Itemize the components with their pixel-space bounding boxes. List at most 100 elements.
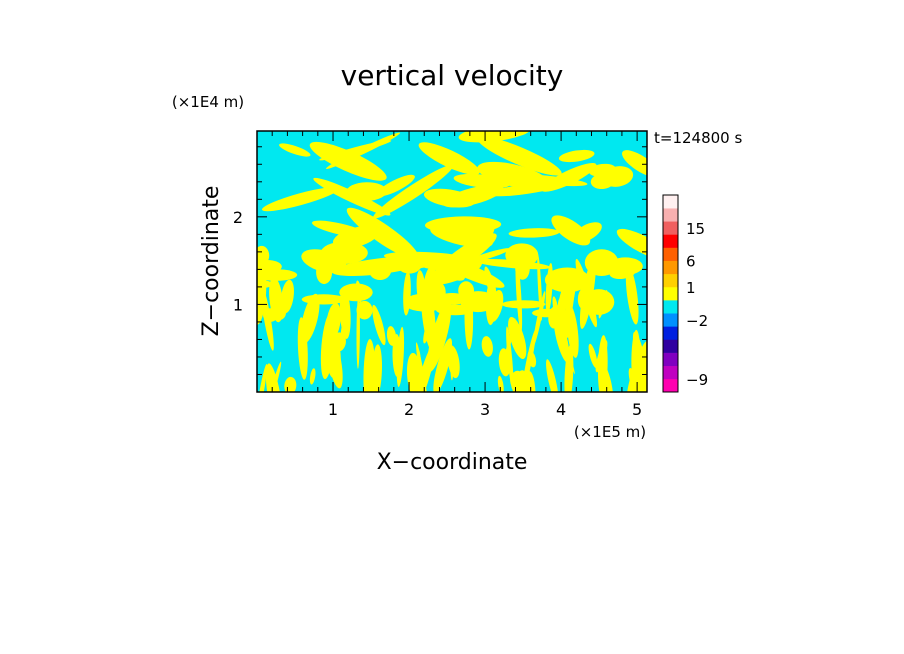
- updraft-plume: [546, 359, 559, 392]
- updraft-plume: [632, 331, 647, 377]
- updraft-blob: [508, 228, 560, 238]
- updraft-blob: [622, 150, 647, 178]
- x-tick-label: 2: [404, 400, 414, 419]
- colorbar-swatch: [663, 352, 678, 367]
- colorbar-swatch: [663, 286, 678, 301]
- colorbar-label: −9: [686, 371, 708, 389]
- updraft-lump: [257, 245, 270, 266]
- updraft-blob: [313, 177, 391, 216]
- updraft-plume: [498, 348, 511, 377]
- updraft-plume: [588, 343, 598, 369]
- updraft-blob: [309, 141, 387, 181]
- colorbar-swatch: [663, 260, 678, 275]
- updraft-blob: [558, 149, 595, 163]
- updraft-blob: [453, 173, 511, 189]
- updraft-blob: [616, 228, 647, 261]
- updraft-lump: [301, 294, 346, 305]
- y-tick-label: 1: [233, 295, 243, 314]
- x-tick-label: 4: [556, 400, 566, 419]
- updraft-plume: [625, 266, 639, 325]
- updraft-plume: [433, 338, 453, 392]
- updraft-plume: [566, 304, 579, 358]
- colorbar-swatch: [663, 365, 678, 380]
- updraft-plume: [416, 342, 429, 392]
- updraft-blob: [465, 248, 511, 264]
- x-tick-label: 3: [480, 400, 490, 419]
- updraft-lump: [368, 260, 392, 280]
- updraft-lump: [356, 300, 373, 320]
- y-tick-label: 2: [233, 208, 243, 227]
- colorbar-swatch: [663, 221, 678, 235]
- updraft-blob: [423, 188, 476, 208]
- colorbar-swatch: [663, 208, 678, 222]
- colorbar-swatch: [663, 234, 678, 248]
- updraft-plume: [527, 350, 537, 368]
- updraft-lump: [501, 300, 546, 309]
- y-axis-label: Z−coordinate: [199, 186, 224, 337]
- updraft-blob: [458, 131, 531, 143]
- updraft-plume: [372, 304, 386, 346]
- updraft-lump: [544, 267, 590, 293]
- colorbar-frame: [662, 194, 679, 393]
- colorbar: −9 −2 1 6 15: [662, 194, 708, 393]
- updraft-plume: [331, 332, 346, 352]
- updraft-blob: [261, 187, 339, 212]
- updraft-lump: [459, 254, 472, 265]
- updraft-lump: [396, 251, 423, 274]
- updraft-blob: [588, 163, 616, 177]
- updraft-plume: [557, 298, 566, 338]
- x-tick-label: 5: [632, 400, 642, 419]
- updraft-lump: [583, 289, 615, 315]
- updraft-blob: [551, 215, 591, 246]
- colorbar-swatch: [663, 273, 678, 288]
- x-axis-unit: (×1E5 m): [574, 423, 646, 441]
- updraft-plume: [597, 335, 608, 392]
- chart-title: vertical velocity: [341, 59, 564, 92]
- updraft-plume: [497, 375, 504, 392]
- x-axis-ticks: 1 2 3 4 5: [271, 131, 642, 419]
- updraft-lump: [505, 243, 539, 267]
- positive-velocity-regions: [257, 131, 647, 392]
- updraft-plume: [326, 302, 341, 340]
- x-axis-label: X−coordinate: [377, 450, 528, 475]
- updraft-plume: [300, 293, 320, 344]
- colorbar-swatch: [663, 195, 678, 209]
- colorbar-label: −2: [686, 312, 708, 330]
- x-tick-label: 1: [328, 400, 338, 419]
- colorbar-swatch: [663, 378, 678, 393]
- updraft-plume: [369, 347, 378, 392]
- updraft-lump: [403, 293, 447, 312]
- updraft-lump: [460, 291, 497, 313]
- updraft-lump: [257, 269, 298, 281]
- updraft-plume: [423, 313, 434, 344]
- updraft-lump: [584, 249, 619, 276]
- updraft-blob: [541, 163, 597, 192]
- updraft-blob: [430, 225, 493, 248]
- updraft-plume: [566, 288, 576, 317]
- updraft-lump: [316, 260, 333, 285]
- updraft-blob: [418, 142, 480, 175]
- plot-frame: [256, 130, 648, 393]
- y-axis-unit: (×1E4 m): [172, 93, 244, 111]
- colorbar-swatch: [663, 247, 678, 261]
- updraft-lump: [422, 261, 461, 270]
- updraft-plume: [427, 300, 452, 373]
- y-axis-ticks: 12: [233, 146, 647, 375]
- updraft-plume: [481, 336, 493, 357]
- updraft-plume: [309, 368, 316, 385]
- updraft-blob: [373, 164, 454, 219]
- time-label: t=124800 s: [654, 129, 742, 147]
- updraft-lump: [339, 283, 373, 302]
- updraft-plume: [280, 279, 294, 314]
- colorbar-label: 15: [686, 220, 705, 238]
- updraft-lump: [515, 257, 530, 280]
- updraft-lump: [273, 305, 286, 320]
- updraft-blob: [325, 132, 401, 170]
- updraft-plume: [450, 346, 454, 381]
- updraft-plume: [512, 370, 528, 392]
- updraft-plume: [396, 326, 405, 387]
- colorbar-label: 1: [686, 279, 696, 297]
- updraft-blob: [346, 207, 419, 260]
- colorbar-label: 6: [686, 253, 696, 271]
